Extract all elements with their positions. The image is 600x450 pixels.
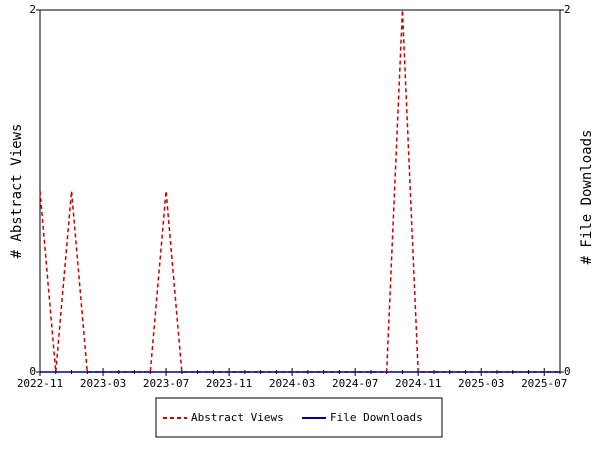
x-tick-label: 2024-03 <box>269 377 315 390</box>
plot-frame <box>39 9 561 373</box>
y-axis-label: # Abstract Views <box>9 124 25 259</box>
y-tick-label: 2 <box>29 3 36 16</box>
x-tick-label: 2024-11 <box>395 377 441 390</box>
y2-tick-label: 0 <box>564 365 571 378</box>
x-tick-label: 2025-03 <box>458 377 504 390</box>
line-0 <box>39 9 560 373</box>
legend-box <box>155 397 443 438</box>
y2-axis-label: # File Downloads <box>579 130 595 265</box>
x-tick-label: 2022-11 <box>17 377 63 390</box>
legend-label: Abstract Views <box>191 411 284 424</box>
x-tick-label: 2023-11 <box>206 377 252 390</box>
x-tick-label: 2023-07 <box>143 377 189 390</box>
x-tick-label: 2023-03 <box>80 377 126 390</box>
legend-label: File Downloads <box>330 411 423 424</box>
y-tick-label: 0 <box>29 365 36 378</box>
x-tick-label: 2024-07 <box>332 377 378 390</box>
x-tick-label: 2025-07 <box>521 377 567 390</box>
y2-tick-label: 2 <box>564 3 571 16</box>
